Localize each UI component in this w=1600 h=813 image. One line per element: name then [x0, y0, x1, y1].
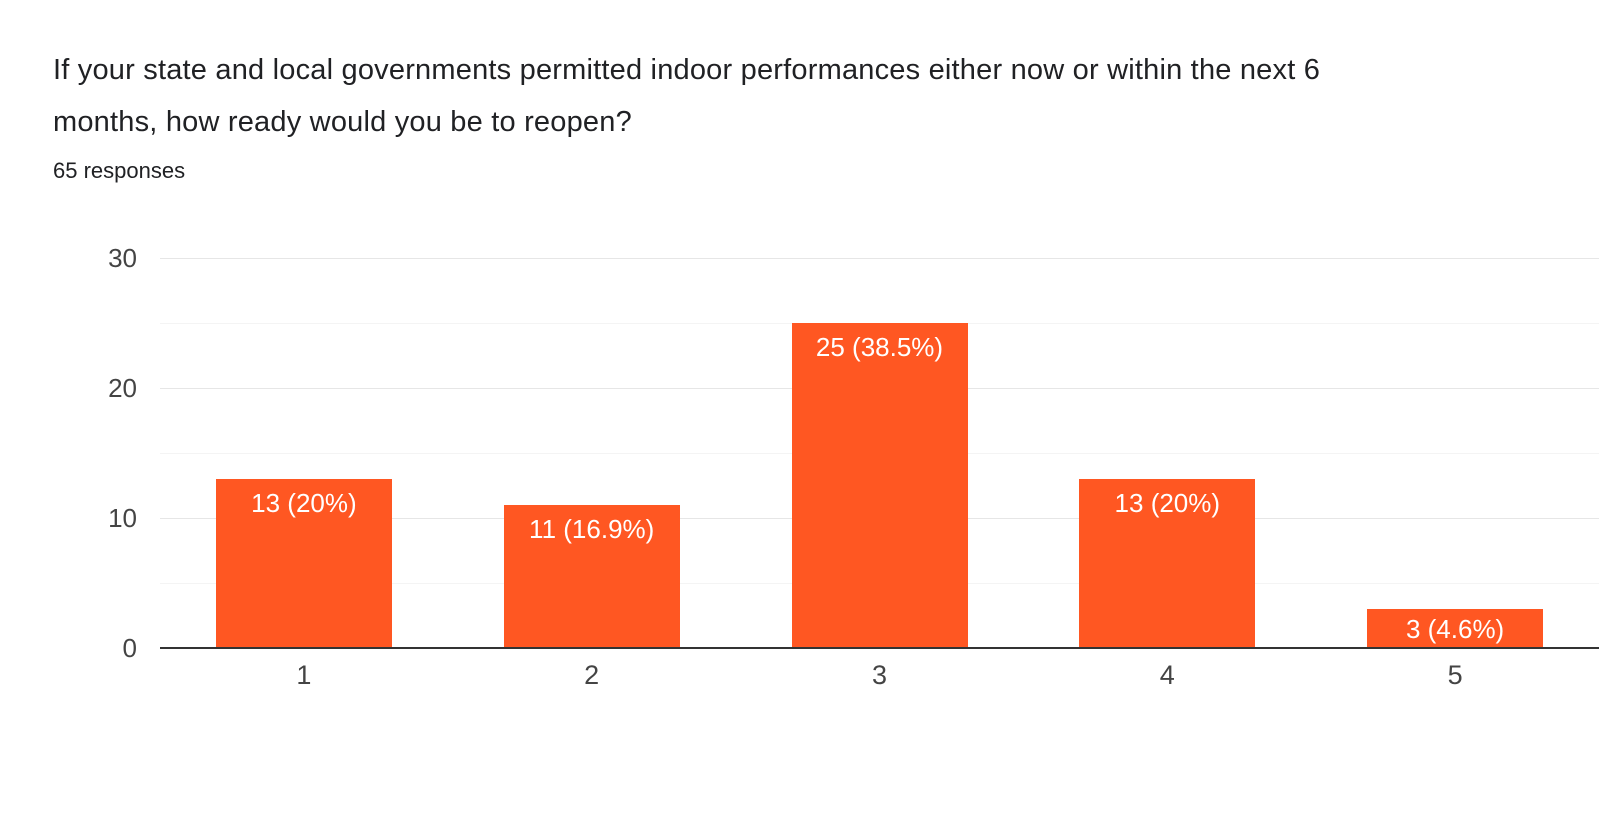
y-tick-label: 20 [108, 373, 137, 403]
response-count: 65 responses [53, 158, 186, 183]
bar-value-label: 13 (20%) [1114, 488, 1221, 518]
question-title-line2: months, how ready would you be to reopen… [53, 106, 632, 138]
major-gridline [160, 258, 1599, 259]
bar-value-label: 13 (20%) [251, 488, 357, 518]
bar-value-label: 3 (4.6%) [1405, 613, 1505, 644]
question-title: If your state and local governments perm… [53, 44, 1553, 148]
x-tick-label: 4 [1159, 660, 1175, 690]
y-tick-label: 10 [108, 503, 137, 533]
bar-category-2[interactable]: 11 (16.9%) [503, 505, 680, 648]
question-title-line1: If your state and local governments perm… [53, 54, 1321, 86]
y-tick-label: 30 [108, 243, 137, 273]
y-tick-label: 0 [122, 633, 137, 663]
bar-category-3[interactable]: 25 (38.5%) [791, 323, 968, 648]
bar-category-4[interactable]: 13 (20%) [1079, 479, 1256, 648]
x-tick-label: 5 [1447, 660, 1463, 690]
x-tick-label: 3 [871, 660, 887, 690]
x-axis-line [160, 647, 1599, 649]
bar-category-1[interactable]: 13 (20%) [215, 479, 392, 648]
bar-value-label: 25 (38.5%) [815, 332, 944, 362]
x-tick-label: 1 [296, 660, 312, 690]
x-tick-label: 2 [584, 660, 600, 690]
bar-category-5[interactable]: 3 (4.6%) [1367, 609, 1544, 648]
bar-value-label: 11 (16.9%) [529, 514, 655, 544]
